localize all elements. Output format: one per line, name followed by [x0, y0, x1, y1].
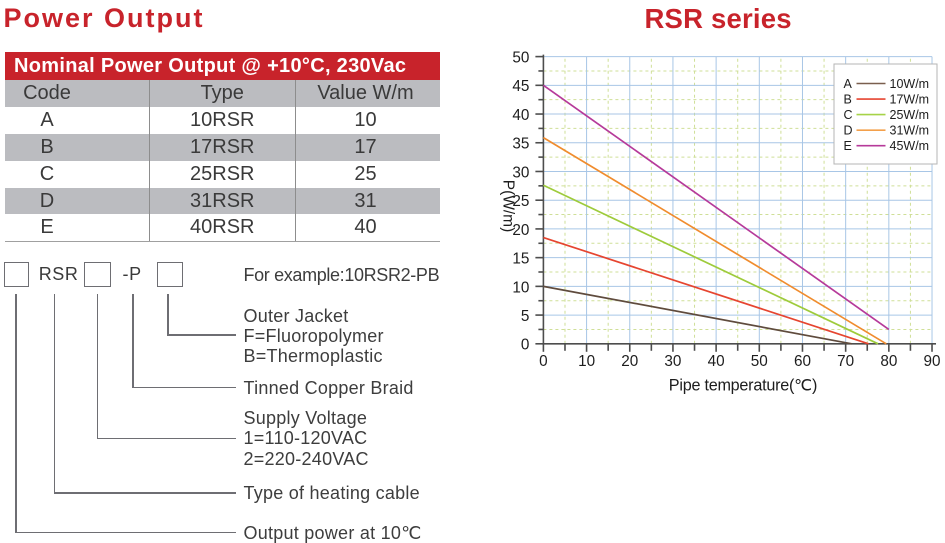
svg-text:50: 50	[512, 50, 529, 67]
svg-text:40: 40	[512, 107, 529, 124]
svg-text:90: 90	[924, 353, 941, 370]
svg-text:20: 20	[621, 353, 638, 370]
svg-text:0: 0	[539, 353, 548, 370]
svg-text:Pipe temperature(℃): Pipe temperature(℃)	[669, 377, 817, 395]
svg-text:10W/m: 10W/m	[890, 77, 930, 91]
svg-text:10: 10	[512, 279, 529, 296]
svg-text:17W/m: 17W/m	[890, 92, 930, 106]
svg-text:10: 10	[578, 353, 595, 370]
svg-text:0: 0	[521, 337, 530, 354]
svg-text:45: 45	[512, 78, 529, 95]
svg-text:A: A	[844, 77, 853, 91]
svg-text:30: 30	[512, 164, 529, 181]
svg-text:50: 50	[751, 353, 768, 370]
svg-text:E: E	[844, 139, 852, 153]
svg-text:45W/m: 45W/m	[890, 139, 930, 153]
svg-text:80: 80	[880, 353, 897, 370]
svg-text:30: 30	[664, 353, 681, 370]
svg-text:40: 40	[708, 353, 725, 370]
svg-text:5: 5	[521, 308, 530, 325]
svg-text:C: C	[844, 108, 853, 122]
svg-text:70: 70	[837, 353, 854, 370]
svg-text:P(W/m): P(W/m)	[500, 180, 517, 233]
svg-text:B: B	[844, 92, 852, 106]
svg-text:20: 20	[512, 222, 529, 239]
svg-text:60: 60	[794, 353, 811, 370]
svg-text:25W/m: 25W/m	[890, 108, 930, 122]
svg-text:35: 35	[512, 136, 529, 153]
svg-text:25: 25	[512, 193, 529, 210]
svg-text:31W/m: 31W/m	[890, 123, 930, 137]
svg-text:15: 15	[512, 251, 529, 268]
svg-text:D: D	[844, 123, 853, 137]
